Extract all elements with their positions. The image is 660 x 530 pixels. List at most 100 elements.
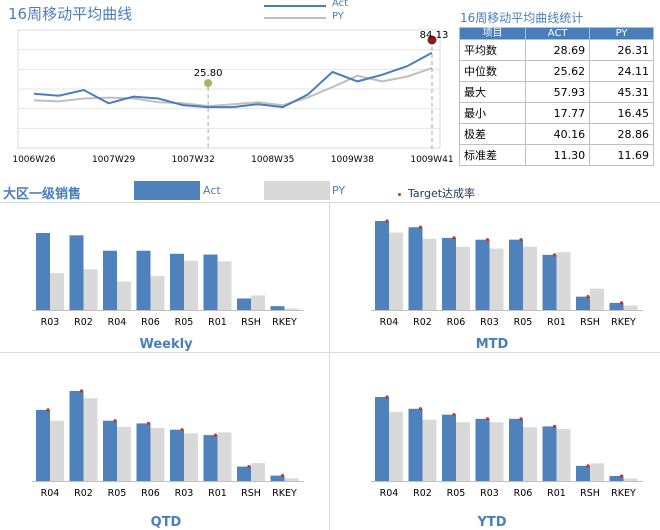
bar-py-r03 bbox=[50, 273, 64, 310]
stats-act-value: 25.62 bbox=[525, 60, 591, 82]
panel-title: MTD bbox=[476, 337, 509, 352]
stats-py-value: 24.11 bbox=[589, 60, 654, 82]
category-label: R01 bbox=[547, 317, 566, 328]
target-marker-r04 bbox=[46, 408, 50, 412]
category-label: RSH bbox=[241, 488, 261, 499]
bar-py-r04 bbox=[389, 232, 403, 310]
bar-act-rsh bbox=[576, 465, 590, 481]
bar-act-r06 bbox=[136, 423, 151, 481]
category-label: R06 bbox=[141, 317, 160, 328]
stats-row-range: 极差 40.16 28.86 bbox=[458, 123, 654, 145]
x-tick-label: 1009W38 bbox=[331, 155, 375, 165]
bar-act-rsh bbox=[237, 298, 251, 310]
category-label: RSH bbox=[580, 317, 600, 328]
category-label: RSH bbox=[580, 488, 600, 499]
min-marker-label: 25.80 bbox=[194, 68, 223, 79]
target-marker-r05 bbox=[452, 413, 456, 417]
target-marker-r06 bbox=[519, 417, 523, 421]
legend-act-line bbox=[264, 5, 326, 7]
bar-act-rsh bbox=[237, 466, 251, 481]
bar-act-rkey bbox=[609, 475, 624, 481]
target-marker-rsh bbox=[586, 295, 590, 299]
target-marker-rsh bbox=[247, 465, 251, 469]
panel-title: QTD bbox=[151, 515, 182, 530]
category-label: RKEY bbox=[611, 317, 636, 328]
weekly-bar-chart: R03 R02 R04 R06 R05 R01 RSH RKEY Weekly bbox=[32, 233, 304, 352]
series-line-act bbox=[33, 51, 433, 109]
max-marker-dot bbox=[427, 35, 437, 45]
category-label: R04 bbox=[380, 317, 399, 328]
category-label: R03 bbox=[175, 488, 194, 499]
bar-py-r03 bbox=[184, 433, 198, 481]
stats-row-stddev: 标准差 11.30 11.69 bbox=[458, 144, 654, 166]
stats-row-label: 平均数 bbox=[458, 39, 527, 61]
bar-act-r01 bbox=[542, 426, 557, 481]
stats-table-title: 16周移动平均曲线统计 bbox=[460, 11, 584, 25]
stats-py-value: 26.31 bbox=[589, 39, 654, 61]
stats-table: 项目 ACT PY 平均数 28.69 26.31 中位数 25.62 24.1… bbox=[458, 27, 654, 166]
bar-py-r04 bbox=[117, 281, 131, 310]
bar-py-r03 bbox=[489, 248, 504, 310]
bar-py-r03 bbox=[489, 422, 504, 481]
target-marker-rkey bbox=[619, 301, 624, 305]
bar-py-r05 bbox=[117, 427, 131, 481]
line-chart: 1006W26 1007W29 1007W32 1008W35 1009W38 1009W… bbox=[12, 29, 454, 165]
bar-py-rkey bbox=[623, 305, 638, 310]
stats-col-act: ACT bbox=[525, 27, 591, 40]
stats-header-row: 项目 ACT PY bbox=[458, 27, 654, 40]
ytd-bar-chart: R04 R02 R05 R03 R06 R01 RSH RKEY YTD bbox=[371, 395, 643, 530]
category-label: R02 bbox=[413, 488, 432, 499]
stats-py-value: 45.31 bbox=[589, 81, 654, 103]
bar-act-r06 bbox=[509, 418, 523, 481]
target-marker-r03 bbox=[180, 428, 184, 432]
stats-row-mean: 平均数 28.69 26.31 bbox=[458, 39, 654, 61]
category-label: R06 bbox=[447, 317, 466, 328]
bar-act-r05 bbox=[170, 253, 184, 310]
stats-row-label: 最大 bbox=[458, 81, 527, 103]
panel-title: YTD bbox=[476, 515, 506, 530]
target-marker-r02 bbox=[418, 225, 423, 229]
bar-act-r03 bbox=[170, 429, 184, 481]
target-marker-r06 bbox=[146, 421, 151, 425]
bar-py-r06 bbox=[523, 427, 537, 481]
stats-act-value: 57.93 bbox=[525, 81, 591, 103]
stats-act-value: 40.16 bbox=[525, 123, 591, 145]
bar-act-r02 bbox=[408, 227, 423, 310]
category-label: R04 bbox=[380, 488, 399, 499]
bar-py-r02 bbox=[83, 398, 98, 481]
category-label: RKEY bbox=[272, 488, 297, 499]
bar-py-r05 bbox=[523, 246, 537, 310]
bar-py-r06 bbox=[150, 427, 165, 481]
category-label: R05 bbox=[447, 488, 466, 499]
bar-act-r03 bbox=[36, 233, 50, 310]
target-marker-r01 bbox=[552, 424, 557, 428]
stats-py-value: 11.69 bbox=[589, 144, 654, 166]
bar-act-r02 bbox=[408, 408, 423, 481]
legend-target-label: Target达成率 bbox=[408, 187, 476, 200]
legend-py-swatch bbox=[264, 181, 330, 200]
bar-act-r05 bbox=[442, 414, 456, 481]
x-tick-label: 1007W29 bbox=[92, 155, 136, 165]
legend-act-swatch bbox=[134, 181, 200, 200]
legend-py-line bbox=[264, 17, 326, 19]
x-tick-label: 1007W32 bbox=[172, 155, 215, 165]
legend-py-label: PY bbox=[332, 184, 346, 197]
bar-py-r01 bbox=[556, 252, 571, 310]
bar-py-r06 bbox=[150, 276, 165, 310]
bar-py-rkey bbox=[623, 478, 638, 481]
stats-col-py: PY bbox=[589, 27, 654, 40]
legend-act-label: Act bbox=[332, 0, 349, 9]
bar-py-r05 bbox=[456, 422, 470, 481]
category-label: R01 bbox=[547, 488, 566, 499]
stats-row-label: 中位数 bbox=[458, 60, 527, 82]
stats-py-value: 16.45 bbox=[589, 102, 654, 124]
bar-py-rkey bbox=[284, 308, 299, 310]
bar-py-r01 bbox=[556, 428, 571, 481]
bar-act-r01 bbox=[542, 254, 557, 310]
stats-act-value: 17.77 bbox=[525, 102, 591, 124]
stats-row-label: 标准差 bbox=[458, 144, 527, 166]
target-marker-r06 bbox=[452, 236, 456, 240]
bar-py-r01 bbox=[217, 261, 232, 310]
category-label: R05 bbox=[108, 488, 127, 499]
x-tick-label: 1008W35 bbox=[251, 155, 294, 165]
